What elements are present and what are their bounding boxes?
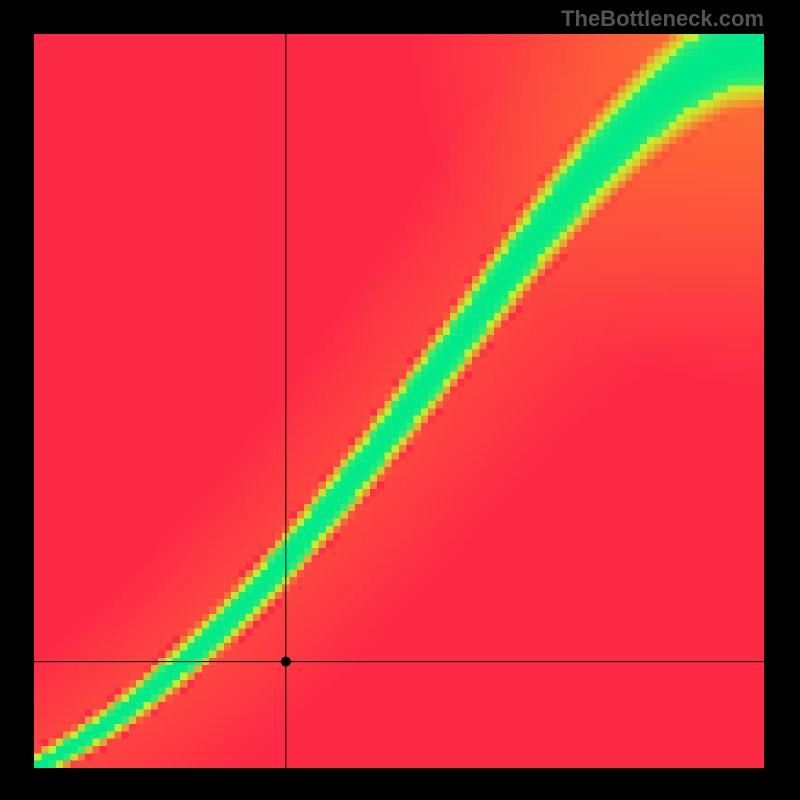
watermark-text: TheBottleneck.com: [561, 6, 764, 32]
chart-container: TheBottleneck.com: [0, 0, 800, 800]
heatmap-canvas: [34, 34, 764, 768]
